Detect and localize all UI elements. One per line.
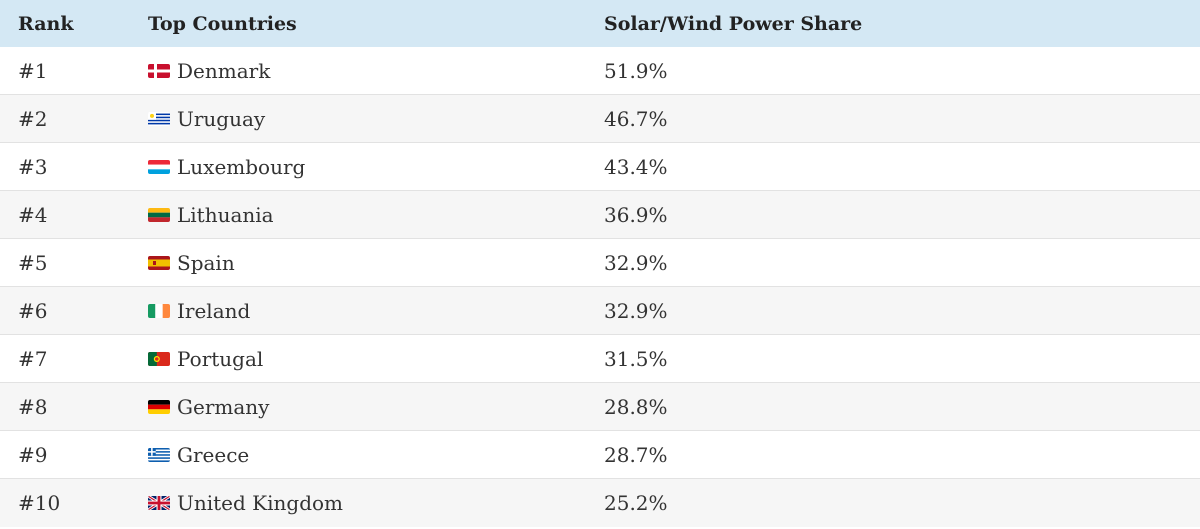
country-cell: United Kingdom — [148, 491, 604, 515]
table-row: #8 Germany 28.8% — [0, 383, 1200, 431]
ireland-flag-icon — [148, 303, 170, 318]
country-cell: Greece — [148, 443, 604, 467]
country-cell: Portugal — [148, 347, 604, 371]
country-cell: Denmark — [148, 59, 604, 83]
rank-cell: #3 — [18, 154, 48, 179]
share-cell: 43.4% — [604, 154, 668, 179]
header-share: Solar/Wind Power Share — [604, 12, 863, 35]
table-row: #1 Denmark 51.9% — [0, 47, 1200, 95]
share-cell: 36.9% — [604, 202, 668, 227]
portugal-flag-icon — [148, 351, 170, 366]
share-cell: 28.8% — [604, 394, 668, 419]
spain-flag-icon — [148, 255, 170, 270]
header-country: Top Countries — [148, 12, 297, 35]
country-name: Lithuania — [177, 202, 274, 227]
rank-cell: #8 — [18, 394, 48, 419]
country-name: Germany — [177, 394, 270, 419]
country-name: Uruguay — [177, 106, 266, 131]
rank-cell: #4 — [18, 202, 48, 227]
country-name: Ireland — [177, 298, 251, 323]
table-row: #6 Ireland 32.9% — [0, 287, 1200, 335]
country-cell: Spain — [148, 251, 604, 275]
rank-cell: #10 — [18, 491, 61, 515]
table-header: Rank Top Countries Solar/Wind Power Shar… — [0, 0, 1200, 47]
share-cell: 46.7% — [604, 106, 668, 131]
uruguay-flag-icon — [148, 111, 170, 126]
rank-cell: #6 — [18, 298, 48, 323]
table-row: #7 Portugal 31.5% — [0, 335, 1200, 383]
country-cell: Germany — [148, 395, 604, 419]
rank-cell: #9 — [18, 442, 48, 467]
share-cell: 31.5% — [604, 346, 668, 371]
share-cell: 51.9% — [604, 58, 668, 83]
share-cell: 25.2% — [604, 491, 668, 515]
germany-flag-icon — [148, 399, 170, 414]
denmark-flag-icon — [148, 63, 170, 78]
country-cell: Uruguay — [148, 107, 604, 131]
rank-cell: #5 — [18, 250, 48, 275]
share-cell: 32.9% — [604, 298, 668, 323]
header-rank: Rank — [18, 12, 74, 35]
share-cell: 28.7% — [604, 442, 668, 467]
country-cell: Ireland — [148, 299, 604, 323]
table-row: #4 Lithuania 36.9% — [0, 191, 1200, 239]
country-name: United Kingdom — [177, 491, 343, 515]
greece-flag-icon — [148, 447, 170, 462]
luxembourg-flag-icon — [148, 159, 170, 174]
country-name: Greece — [177, 442, 250, 467]
rank-cell: #2 — [18, 106, 48, 131]
rank-cell: #1 — [18, 58, 48, 83]
country-cell: Lithuania — [148, 203, 604, 227]
lithuania-flag-icon — [148, 207, 170, 222]
table-row: #2 Uruguay 46.7% — [0, 95, 1200, 143]
country-name: Luxembourg — [177, 154, 306, 179]
table-row: #10 United Kingdom 25.2% — [0, 479, 1200, 527]
united-kingdom-flag-icon — [148, 496, 170, 510]
country-name: Portugal — [177, 346, 264, 371]
table-row: #9 Greece 28.7% — [0, 431, 1200, 479]
table-row: #5 Spain 32.9% — [0, 239, 1200, 287]
country-name: Denmark — [177, 58, 271, 83]
country-name: Spain — [177, 250, 235, 275]
share-cell: 32.9% — [604, 250, 668, 275]
rank-cell: #7 — [18, 346, 48, 371]
country-cell: Luxembourg — [148, 155, 604, 179]
table-row: #3 Luxembourg 43.4% — [0, 143, 1200, 191]
